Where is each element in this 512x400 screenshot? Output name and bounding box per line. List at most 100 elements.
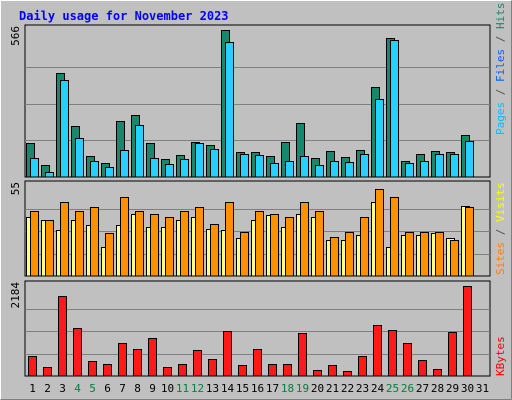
bar-kbytes-kbytes-day-8: [133, 349, 142, 377]
bar-kbytes-kbytes-day-9: [148, 338, 157, 377]
bar-kbytes-kbytes-day-11: [178, 364, 187, 377]
x-tick-label: 13: [206, 382, 219, 395]
panel-hits-ylabel-part: /: [494, 29, 507, 49]
x-tick-label: 10: [161, 382, 174, 395]
bar-visits-visits-day-28: [435, 232, 444, 277]
panel-kbytes-ylabel: KBytes: [494, 336, 507, 376]
bar-hits-files-day-29: [450, 154, 459, 178]
bar-kbytes-kbytes-day-23: [358, 356, 367, 377]
panel-hits-ylabel-part: Pages: [494, 102, 507, 135]
bar-hits-files-day-7: [120, 150, 129, 178]
bar-kbytes-kbytes-day-1: [28, 356, 37, 377]
x-tick-label: 14: [221, 382, 235, 395]
bar-visits-visits-day-25: [390, 197, 399, 277]
bar-kbytes-kbytes-day-27: [418, 360, 427, 377]
bar-hits-files-day-27: [420, 161, 429, 178]
x-tick-label: 4: [74, 382, 81, 395]
x-tick-label: 5: [89, 382, 96, 395]
bar-hits-files-day-14: [225, 42, 234, 178]
bar-visits-visits-day-21: [330, 237, 339, 277]
x-tick-label: 26: [401, 382, 414, 395]
panel-visits: 55 Sites / Visits: [9, 180, 507, 277]
bar-kbytes-kbytes-day-7: [118, 343, 127, 377]
x-tick-label: 12: [191, 382, 204, 395]
bar-hits-files-day-19: [300, 156, 309, 178]
bar-kbytes-kbytes-day-12: [193, 350, 202, 377]
bar-visits-visits-day-20: [315, 211, 324, 277]
bar-kbytes-kbytes-day-21: [328, 365, 337, 377]
bar-visits-visits-day-11: [180, 211, 189, 277]
panel-hits-ylabel-part: /: [494, 82, 507, 102]
x-tick-label: 6: [104, 382, 111, 395]
x-tick-label: 8: [134, 382, 141, 395]
bar-visits-visits-day-24: [375, 189, 384, 277]
bar-hits-files-day-25: [390, 40, 399, 178]
bar-kbytes-kbytes-day-26: [403, 343, 412, 377]
bar-visits-visits-day-12: [195, 207, 204, 277]
bar-hits-files-day-28: [435, 154, 444, 178]
bar-kbytes-kbytes-day-15: [238, 365, 247, 377]
bar-hits-files-day-30: [465, 141, 474, 178]
x-tick-label: 11: [176, 382, 189, 395]
x-tick-label: 15: [236, 382, 249, 395]
bar-hits-files-day-20: [315, 165, 324, 178]
x-tick-label: 30: [461, 382, 474, 395]
bar-visits-visits-day-26: [405, 232, 414, 277]
bar-visits-visits-day-8: [135, 211, 144, 277]
panel-hits-ymax-label: 566: [9, 26, 22, 46]
bar-hits-files-day-12: [195, 143, 204, 178]
x-tick-label: 29: [446, 382, 459, 395]
bar-visits-visits-day-29: [450, 240, 459, 277]
panel-visits-ymax-label: 55: [9, 182, 22, 195]
x-tick-label: 25: [386, 382, 399, 395]
bar-visits-visits-day-27: [420, 232, 429, 277]
bar-hits-files-day-26: [405, 163, 414, 178]
x-tick-label: 16: [251, 382, 264, 395]
x-tick-label: 1: [29, 382, 36, 395]
x-tick-label: 24: [371, 382, 385, 395]
bar-visits-visits-day-4: [75, 211, 84, 277]
panel-visits-ylabel-part: Visits: [494, 182, 507, 222]
bar-visits-visits-day-7: [120, 197, 129, 277]
bar-hits-files-day-17: [270, 163, 279, 178]
bar-hits-files-day-22: [345, 162, 354, 178]
bar-kbytes-kbytes-day-19: [298, 333, 307, 377]
bar-visits-visits-day-18: [285, 217, 294, 277]
bar-hits-files-day-6: [105, 167, 114, 178]
bar-kbytes-kbytes-day-2: [43, 367, 52, 377]
bar-kbytes-kbytes-day-10: [163, 367, 172, 377]
bar-hits-files-day-24: [375, 99, 384, 178]
x-tick-label: 27: [416, 382, 429, 395]
bar-visits-visits-day-17: [270, 214, 279, 277]
x-tick-label: 20: [311, 382, 324, 395]
bar-kbytes-kbytes-day-25: [388, 330, 397, 377]
x-tick-label: 9: [149, 382, 156, 395]
bar-kbytes-kbytes-day-24: [373, 325, 382, 377]
bar-kbytes-kbytes-day-6: [103, 364, 112, 377]
bar-hits-files-day-2: [45, 172, 54, 178]
bar-hits-files-day-16: [255, 155, 264, 178]
bar-visits-visits-day-23: [360, 217, 369, 277]
panel-hits-ylabel-part: Hits: [494, 3, 507, 30]
bar-kbytes-kbytes-day-29: [448, 332, 457, 377]
panel-visits-ylabel-part: /: [494, 222, 507, 242]
bar-visits-visits-day-15: [240, 232, 249, 277]
bar-visits-visits-day-6: [105, 233, 114, 277]
bar-hits-files-day-21: [330, 161, 339, 178]
bar-hits-files-day-9: [150, 158, 159, 178]
bar-kbytes-kbytes-day-18: [283, 364, 292, 377]
x-tick-label: 18: [281, 382, 294, 395]
bar-visits-visits-day-19: [300, 202, 309, 277]
bar-kbytes-kbytes-day-16: [253, 349, 262, 377]
x-tick-label: 31: [476, 382, 489, 395]
bar-hits-files-day-4: [75, 138, 84, 178]
bar-hits-files-day-1: [30, 158, 39, 178]
bar-kbytes-kbytes-day-30: [463, 286, 472, 377]
bar-visits-visits-day-3: [60, 202, 69, 277]
chart-title: Daily usage for November 2023: [19, 9, 229, 23]
x-tick-label: 2: [44, 382, 51, 395]
x-tick-label: 19: [296, 382, 309, 395]
bar-kbytes-kbytes-day-14: [223, 331, 232, 377]
bar-kbytes-kbytes-day-5: [88, 361, 97, 377]
